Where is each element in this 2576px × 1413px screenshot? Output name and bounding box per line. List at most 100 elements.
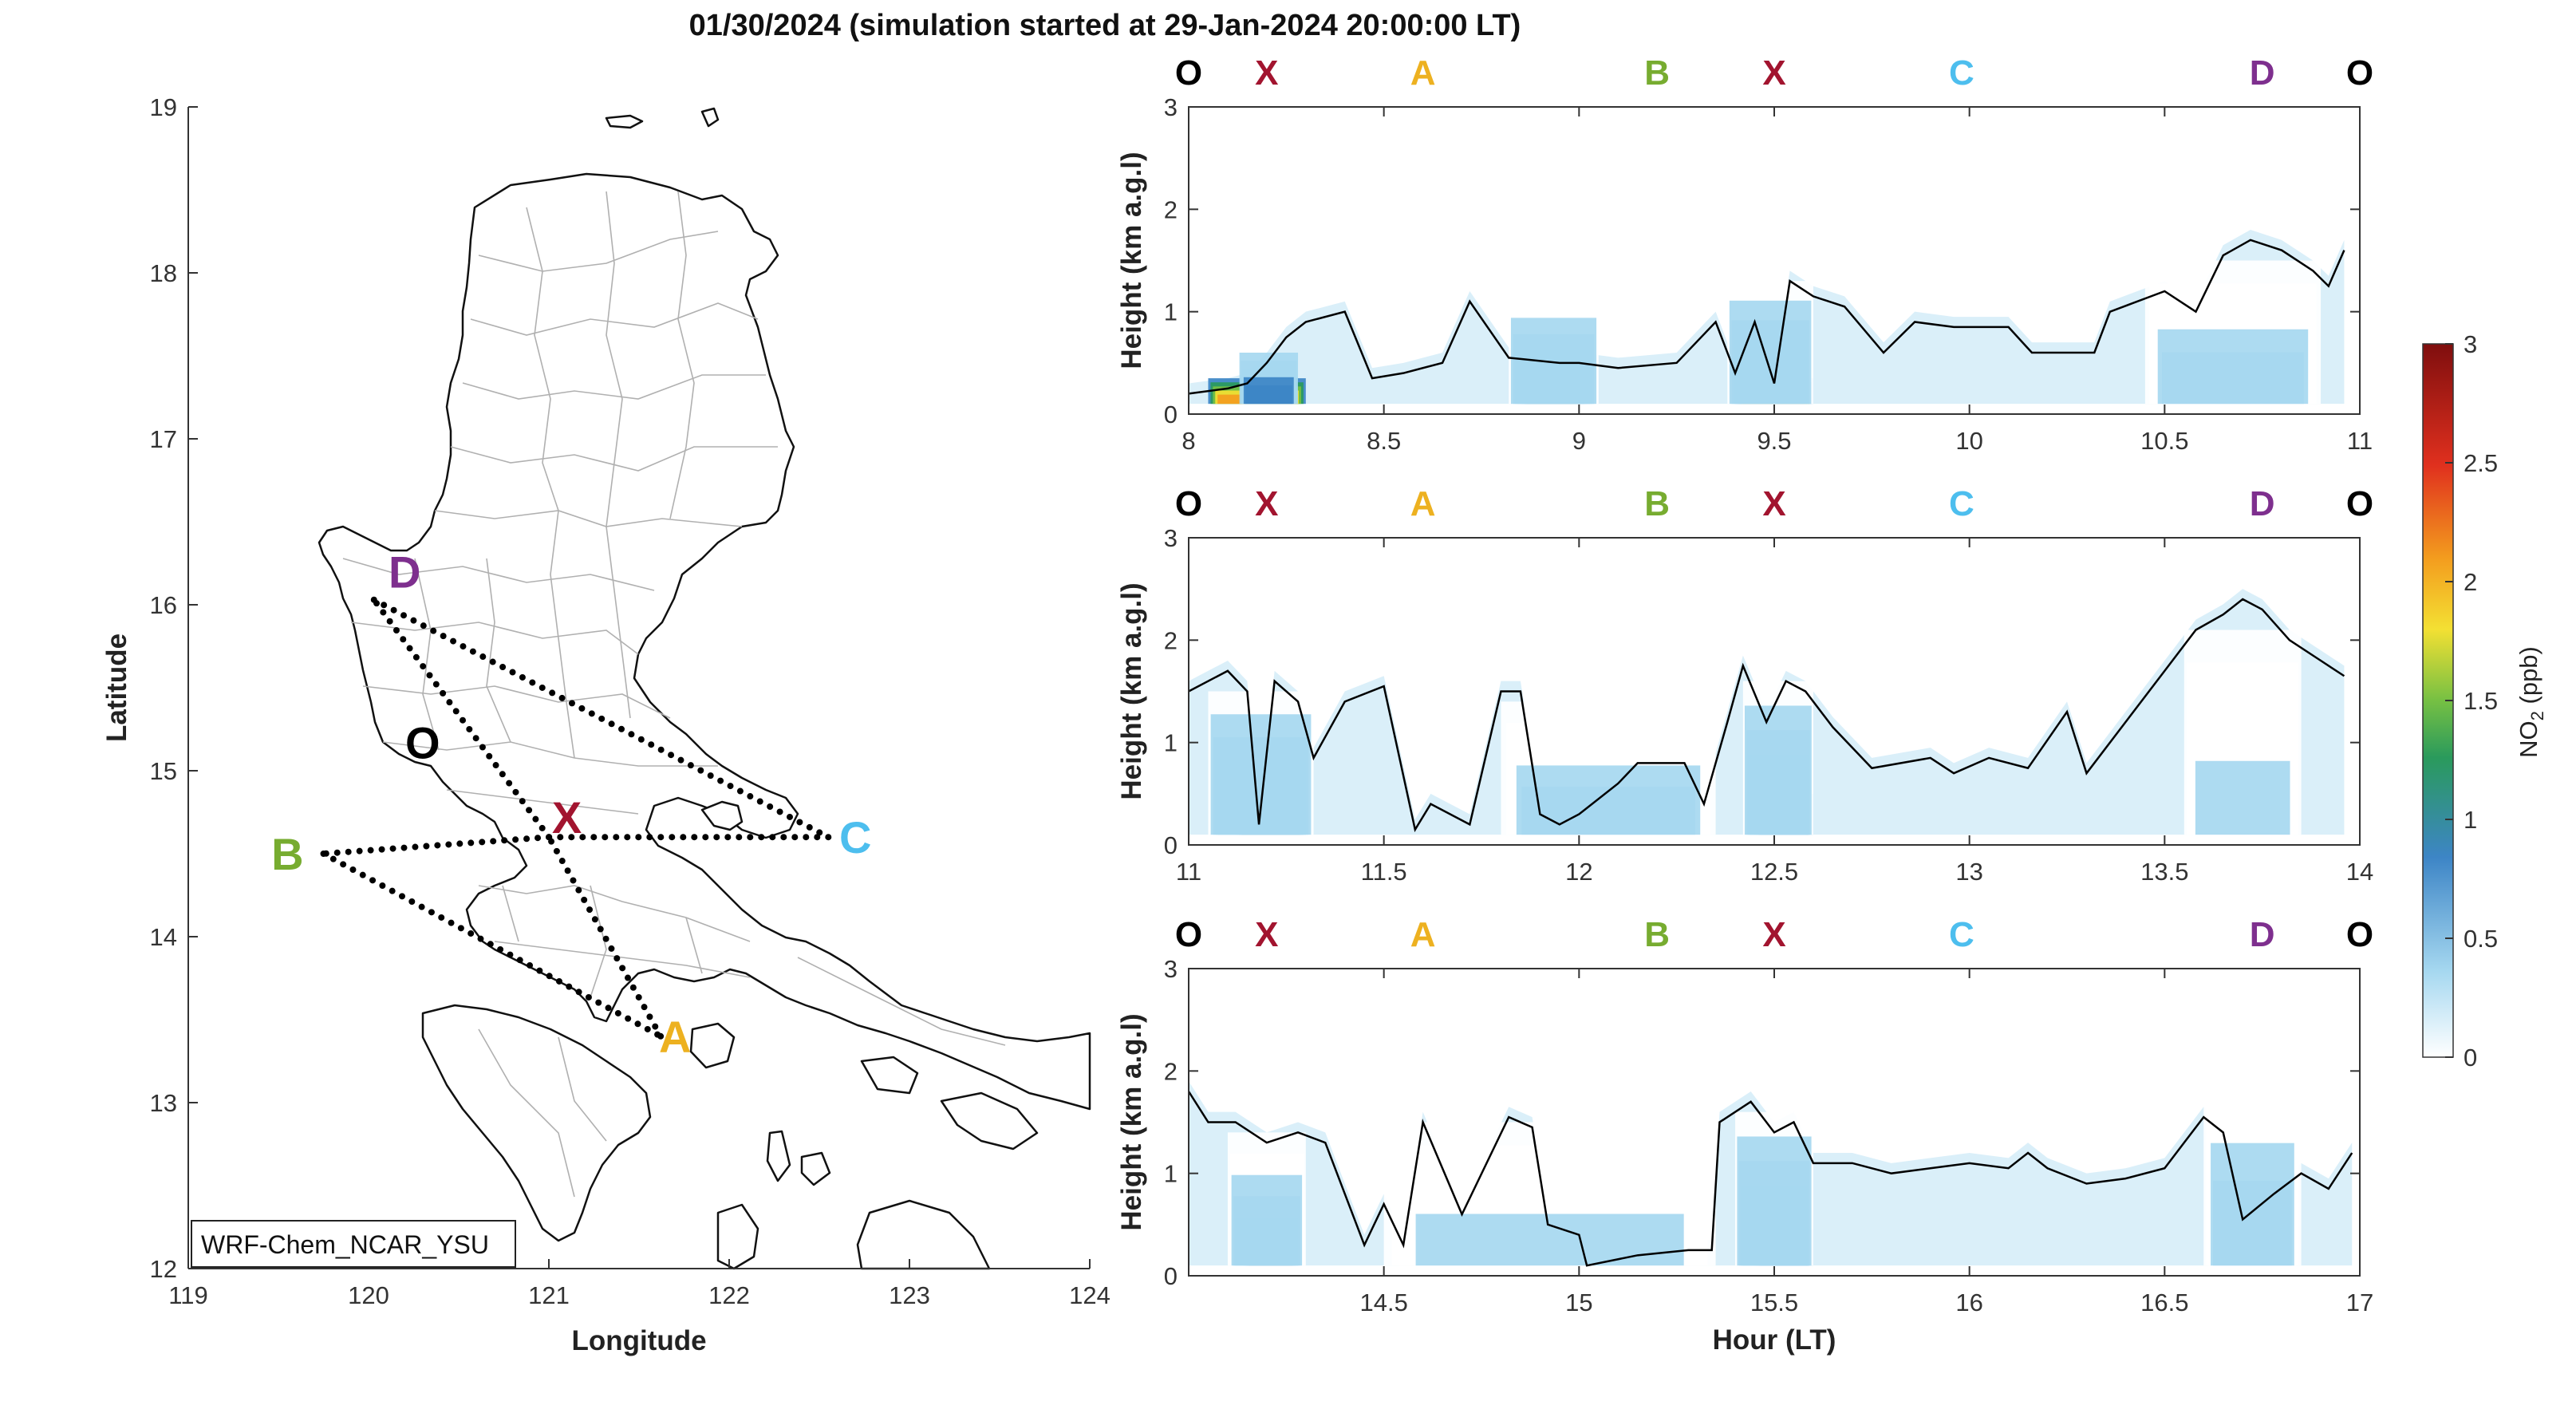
panel-ytick-label: 0 — [1164, 831, 1178, 859]
stop-label-c: C — [1949, 484, 1974, 523]
route-lines — [320, 596, 832, 1040]
panel-xlabel: Hour (LT) — [1713, 1324, 1836, 1356]
site-label-d: D — [389, 547, 420, 597]
model-label: WRF-Chem_NCAR_YSU — [201, 1230, 489, 1259]
panel-xtick-label: 16.5 — [2140, 1289, 2188, 1316]
colorbar-label-unit: (ppb) — [2515, 646, 2542, 711]
pbl-height-line — [1187, 1091, 2353, 1267]
curtain-panel-3: 14.5 15 15.5 16 16.5 17 0 1 2 3 Height (km a.g.l) H… — [1116, 915, 2373, 1356]
panel-xtick-label: 15.5 — [1750, 1289, 1798, 1316]
stop-label-o: O — [1175, 484, 1202, 523]
map-xtick-label: 122 — [708, 1281, 750, 1309]
panel-ylabel: Height (km a.g.l) — [1116, 582, 1147, 799]
pbl-height-line — [1188, 598, 2345, 833]
stop-label-o: O — [1175, 53, 1202, 93]
panel-xtick-label: 11 — [2347, 427, 2373, 455]
site-label-o: O — [405, 718, 440, 768]
panel-xtick-label: 9.5 — [1757, 427, 1791, 455]
colorbar-ticks: 0 0.5 1 1.5 2 2.5 3 — [2445, 330, 2498, 1072]
stop-label-d: D — [2250, 53, 2275, 93]
stop-label-x: X — [1255, 915, 1278, 954]
panel-ytick-label: 1 — [1164, 729, 1178, 757]
panel-xtick-label: 11 — [1176, 858, 1201, 886]
site-label-b: B — [271, 829, 303, 879]
stop-label-b: B — [1644, 915, 1670, 954]
panel-xtick-label: 16 — [1955, 1289, 1982, 1316]
pbl-height-line — [1188, 239, 2345, 395]
map-axes: 119 120 121 122 123 124 12 13 14 15 16 17 18 19 — [150, 93, 1110, 1309]
stop-label-d: D — [2250, 915, 2275, 954]
babuyan-island — [605, 114, 644, 129]
no2-plumes — [1227, 1030, 2302, 1266]
site-label-x: X — [552, 792, 582, 843]
burias-coastline — [860, 1056, 919, 1095]
map-xlabel: Longitude — [571, 1325, 706, 1356]
route-segment — [370, 596, 832, 841]
colorbar-label: NO2 (ppb) — [2515, 646, 2547, 758]
colorbar-tick-label: 0 — [2464, 1044, 2477, 1072]
map-ytick-label: 15 — [150, 757, 177, 785]
babuyan-island-2 — [700, 107, 720, 128]
colorbar-tick-label: 1.5 — [2464, 687, 2498, 715]
no2-plumes — [1208, 630, 2302, 835]
stop-label-x: X — [1762, 915, 1785, 954]
stop-label-x: X — [1255, 484, 1278, 523]
map-ylabel: Latitude — [101, 633, 132, 742]
panel-xtick-label: 8.5 — [1367, 427, 1401, 455]
masbate-coastline — [940, 1091, 1039, 1151]
stop-label-b: B — [1644, 484, 1670, 523]
stop-label-o: O — [2346, 53, 2373, 93]
colorbar-label-sub: 2 — [2527, 711, 2547, 720]
curtain-panel-1: 8 8.5 9 9.5 10 10.5 11 0 1 2 3 Height (km a.g.l) O X A… — [1116, 53, 2373, 455]
map-xtick-label: 119 — [168, 1281, 207, 1309]
map-xtick-label: 124 — [1069, 1281, 1110, 1309]
background-no2-field — [1189, 589, 2345, 835]
colorbar-tick-label: 2.5 — [2464, 449, 2498, 477]
map-panel: 119 120 121 122 123 124 12 13 14 15 16 17 18 19 D O X C B… — [101, 93, 1110, 1356]
stop-label-a: A — [1410, 53, 1436, 93]
background-no2-field — [1189, 230, 2345, 405]
site-label-c: C — [839, 812, 871, 862]
panel-ytick-label: 3 — [1164, 93, 1178, 121]
panel-xtick-label: 10.5 — [2140, 427, 2188, 455]
stop-label-a: A — [1410, 915, 1436, 954]
panel-xtick-label: 13.5 — [2140, 858, 2188, 886]
no2-plume-layer — [2213, 1180, 2292, 1266]
stop-label-o: O — [2346, 484, 2373, 523]
panay-tip — [856, 1199, 991, 1270]
stop-label-c: C — [1949, 915, 1974, 954]
panel-xtick-label: 12 — [1565, 858, 1592, 886]
map-ytick-label: 12 — [150, 1255, 177, 1283]
luzon-landmass — [318, 107, 1091, 1270]
stop-label-c: C — [1949, 53, 1974, 93]
no2-plume-layer — [1235, 1218, 1299, 1266]
panel-xtick-label: 10 — [1955, 427, 1982, 455]
panel-xtick-label: 8 — [1181, 427, 1195, 455]
panel-xtick-label: 13 — [1955, 858, 1982, 886]
stop-label-x: X — [1762, 53, 1785, 93]
panel-ytick-label: 1 — [1164, 1160, 1178, 1188]
stop-label-d: D — [2250, 484, 2275, 523]
romblon-island — [800, 1151, 831, 1186]
map-ytick-label: 14 — [150, 923, 177, 951]
stop-label-o: O — [2346, 915, 2373, 954]
map-xtick-label: 123 — [889, 1281, 930, 1309]
polillo-coastline — [700, 800, 744, 831]
colorbar-tick-label: 2 — [2464, 568, 2477, 596]
palawan-tip — [716, 1203, 759, 1270]
panel-ytick-label: 2 — [1164, 195, 1178, 223]
no2-plume-layer — [1245, 385, 1292, 405]
map-ytick-label: 19 — [150, 93, 177, 121]
no2-plumes — [1208, 260, 2322, 405]
no2-plume-layer — [1750, 779, 1807, 835]
panel-ytick-label: 2 — [1164, 1057, 1178, 1085]
no2-plume-layer — [1735, 359, 1805, 405]
no2-plume-layer — [1521, 787, 1695, 835]
route-segment — [546, 834, 665, 1040]
map-ytick-label: 17 — [150, 425, 177, 453]
stop-label-b: B — [1644, 53, 1670, 93]
route-segment — [320, 834, 552, 857]
stop-label-a: A — [1410, 484, 1436, 523]
stop-label-x: X — [1762, 484, 1785, 523]
